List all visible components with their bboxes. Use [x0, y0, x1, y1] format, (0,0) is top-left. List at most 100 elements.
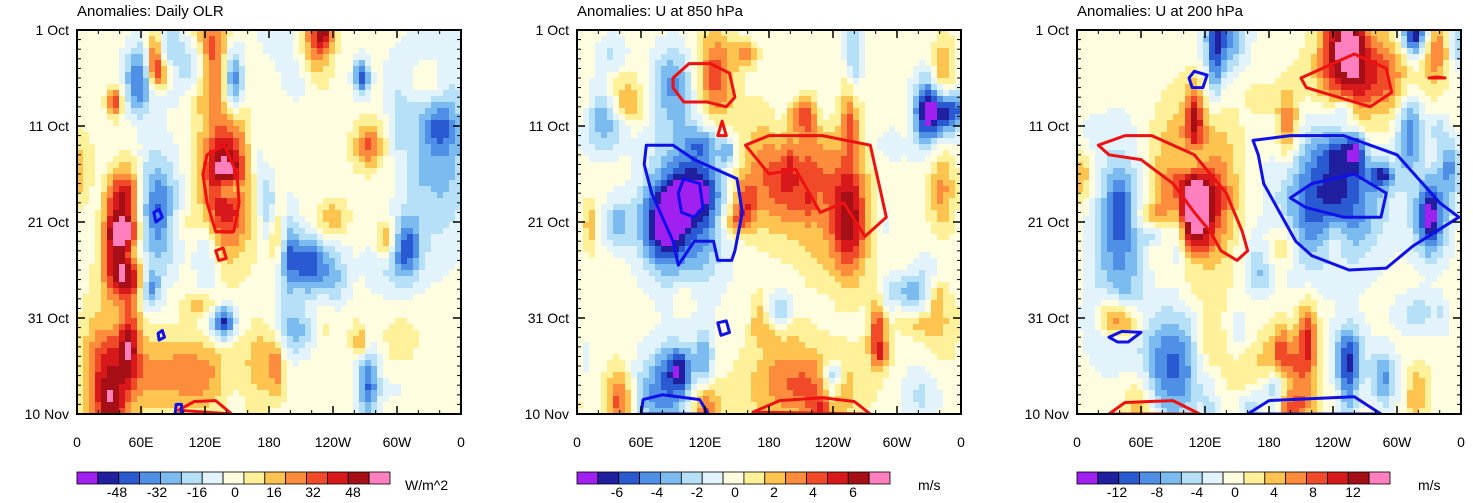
- field-cell: [383, 282, 390, 289]
- field-cell: [317, 186, 324, 193]
- field-cell: [251, 162, 258, 169]
- field-cell: [781, 72, 788, 79]
- field-cell: [443, 222, 450, 229]
- field-cell: [203, 72, 210, 79]
- field-cell: [173, 246, 180, 253]
- panel-title: Anomalies: Daily OLR: [77, 3, 224, 20]
- field-cell: [125, 48, 132, 55]
- field-cell: [341, 372, 348, 379]
- field-cell: [727, 54, 734, 61]
- field-cell: [353, 282, 360, 289]
- field-cell: [389, 90, 396, 97]
- field-cell: [401, 294, 408, 301]
- colorbar-box: [307, 472, 328, 484]
- field-cell: [389, 348, 396, 355]
- field-cell: [353, 402, 360, 409]
- field-cell: [413, 156, 420, 163]
- field-cell: [419, 60, 426, 67]
- field-cell: [281, 246, 288, 253]
- field-cell: [233, 84, 240, 91]
- field-cell: [443, 354, 450, 361]
- field-cell: [329, 384, 336, 391]
- field-cell: [329, 330, 336, 337]
- field-cell: [341, 282, 348, 289]
- field-cell: [871, 42, 878, 49]
- field-cell: [437, 126, 444, 133]
- field-cell: [353, 96, 360, 103]
- field-cell: [377, 138, 384, 145]
- field-cell: [413, 264, 420, 271]
- field-cell: [95, 348, 102, 355]
- field-cell: [113, 234, 120, 241]
- field-cell: [359, 282, 366, 289]
- field-cell: [143, 258, 150, 265]
- field-cell: [347, 126, 354, 133]
- field-cell: [835, 54, 842, 61]
- field-cell: [823, 66, 830, 73]
- field-cell: [131, 276, 138, 283]
- field-cell: [269, 192, 276, 199]
- field-cell: [389, 192, 396, 199]
- field-cell: [161, 378, 168, 385]
- field-cell: [245, 48, 252, 55]
- field-cell: [383, 168, 390, 175]
- field-cell: [179, 240, 186, 247]
- field-cell: [95, 114, 102, 121]
- field-cell: [137, 168, 144, 175]
- field-cell: [401, 96, 408, 103]
- field-cell: [137, 288, 144, 295]
- field-cell: [299, 222, 306, 229]
- field-cell: [155, 240, 162, 247]
- field-cell: [389, 378, 396, 385]
- field-cell: [847, 84, 854, 91]
- field-cell: [173, 144, 180, 151]
- field-cell: [377, 54, 384, 61]
- field-cell: [149, 270, 156, 277]
- field-cell: [377, 402, 384, 409]
- field-cell: [311, 288, 318, 295]
- field-cell: [227, 318, 234, 325]
- field-cell: [143, 42, 150, 49]
- field-cell: [161, 186, 168, 193]
- field-cell: [293, 54, 300, 61]
- field-cell: [413, 402, 420, 409]
- field-cell: [865, 78, 872, 85]
- field-cell: [269, 66, 276, 73]
- field-cell: [763, 48, 770, 55]
- field-cell: [251, 120, 258, 127]
- field-cell: [173, 342, 180, 349]
- field-cell: [131, 360, 138, 367]
- field-cell: [661, 60, 668, 67]
- field-cell: [191, 318, 198, 325]
- field-cell: [583, 36, 590, 43]
- field-cell: [323, 108, 330, 115]
- field-cell: [185, 120, 192, 127]
- field-cell: [203, 84, 210, 91]
- field-cell: [443, 138, 450, 145]
- field-cell: [119, 270, 126, 277]
- field-cell: [329, 180, 336, 187]
- field-cell: [359, 90, 366, 97]
- field-cell: [413, 162, 420, 169]
- field-cell: [293, 240, 300, 247]
- field-cell: [173, 198, 180, 205]
- field-cell: [155, 108, 162, 115]
- field-cell: [329, 216, 336, 223]
- field-cell: [305, 180, 312, 187]
- field-cell: [107, 336, 114, 343]
- field-cell: [805, 90, 812, 97]
- field-cell: [425, 60, 432, 67]
- field-cell: [227, 138, 234, 145]
- field-cell: [191, 66, 198, 73]
- field-cell: [185, 42, 192, 49]
- field-cell: [209, 60, 216, 67]
- field-cell: [209, 270, 216, 277]
- field-cell: [257, 384, 264, 391]
- field-cell: [95, 282, 102, 289]
- field-cell: [317, 84, 324, 91]
- field-cell: [341, 150, 348, 157]
- field-cell: [437, 390, 444, 397]
- field-cell: [119, 138, 126, 145]
- field-cell: [107, 162, 114, 169]
- field-cell: [269, 234, 276, 241]
